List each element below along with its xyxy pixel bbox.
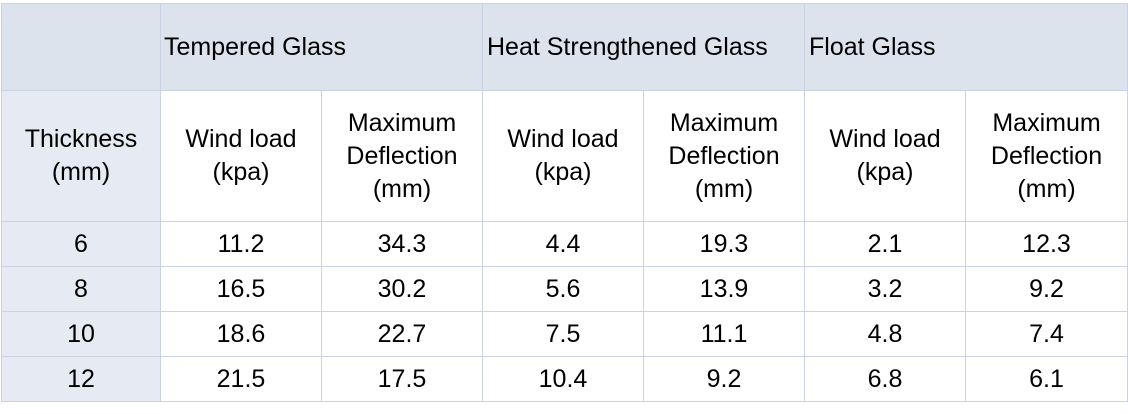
column-header-wind-load: Wind load (kpa) bbox=[482, 90, 644, 222]
header-line: Deflection bbox=[668, 141, 780, 170]
header-line: Wind load bbox=[507, 125, 619, 153]
column-header-max-deflection: Maximum Deflection (mm) bbox=[642, 90, 806, 222]
row-thickness: 12 bbox=[1, 356, 161, 402]
column-header-max-deflection: Maximum Deflection (mm) bbox=[965, 90, 1128, 222]
table-cell: 18.6 bbox=[160, 311, 322, 357]
header-line: Deflection bbox=[990, 141, 1103, 170]
header-line: (mm) bbox=[372, 174, 432, 203]
row-thickness: 8 bbox=[1, 266, 161, 312]
header-line: Maximum bbox=[992, 108, 1101, 137]
column-header-row: Thickness (mm) Wind load (kpa) Maximum D… bbox=[1, 90, 1128, 222]
table-row: 12 21.5 17.5 10.4 9.2 6.8 6.1 bbox=[1, 356, 1128, 402]
table-cell: 7.4 bbox=[965, 311, 1128, 357]
table-cell: 6.8 bbox=[804, 356, 967, 402]
table-cell: 6.1 bbox=[965, 356, 1128, 402]
glass-wind-load-table: Tempered Glass Heat Strengthened Glass F… bbox=[1, 3, 1128, 402]
header-line: Wind load bbox=[829, 125, 941, 153]
header-line: Wind load bbox=[185, 125, 297, 153]
table-cell: 13.9 bbox=[642, 266, 806, 312]
column-header-wind-load: Wind load (kpa) bbox=[160, 90, 322, 222]
row-thickness: 6 bbox=[1, 221, 161, 267]
corner-cell bbox=[1, 3, 161, 91]
table-cell: 19.3 bbox=[642, 221, 806, 267]
table-cell: 16.5 bbox=[160, 266, 322, 312]
header-line: (mm) bbox=[51, 158, 111, 186]
table-cell: 30.2 bbox=[321, 266, 483, 312]
table-cell: 4.8 bbox=[804, 311, 967, 357]
group-header-tempered: Tempered Glass bbox=[160, 3, 483, 91]
header-line: (kpa) bbox=[856, 158, 914, 186]
header-line: (mm) bbox=[694, 174, 754, 203]
header-line: Maximum bbox=[347, 108, 457, 137]
table-row: 10 18.6 22.7 7.5 11.1 4.8 7.4 bbox=[1, 311, 1128, 357]
header-line: Deflection bbox=[346, 141, 458, 170]
table-cell: 2.1 bbox=[804, 221, 967, 267]
table-cell: 34.3 bbox=[321, 221, 483, 267]
table-cell: 11.2 bbox=[160, 221, 322, 267]
header-line: Maximum bbox=[669, 108, 779, 137]
table-cell: 17.5 bbox=[321, 356, 483, 402]
table-cell: 9.2 bbox=[642, 356, 806, 402]
table-cell: 4.4 bbox=[482, 221, 644, 267]
row-thickness: 10 bbox=[1, 311, 161, 357]
group-header-heat-strengthened: Heat Strengthened Glass bbox=[481, 3, 806, 91]
table-cell: 5.6 bbox=[482, 266, 644, 312]
table-cell: 9.2 bbox=[965, 266, 1128, 312]
table-cell: 22.7 bbox=[321, 311, 483, 357]
table-row: 8 16.5 30.2 5.6 13.9 3.2 9.2 bbox=[1, 266, 1128, 312]
table-cell: 3.2 bbox=[804, 266, 967, 312]
header-line: (kpa) bbox=[534, 158, 592, 186]
table-row: 6 11.2 34.3 4.4 19.3 2.1 12.3 bbox=[1, 221, 1128, 267]
column-header-thickness: Thickness (mm) bbox=[1, 90, 161, 222]
column-header-wind-load: Wind load (kpa) bbox=[804, 90, 967, 222]
header-line: (kpa) bbox=[212, 158, 270, 186]
table-cell: 10.4 bbox=[482, 356, 644, 402]
table-cell: 21.5 bbox=[160, 356, 322, 402]
header-line: Thickness bbox=[24, 125, 138, 153]
group-header-row: Tempered Glass Heat Strengthened Glass F… bbox=[1, 3, 1128, 91]
column-header-max-deflection: Maximum Deflection (mm) bbox=[321, 90, 483, 222]
table-cell: 11.1 bbox=[642, 311, 806, 357]
group-header-float: Float Glass bbox=[804, 3, 1128, 91]
table-cell: 7.5 bbox=[482, 311, 644, 357]
table-cell: 12.3 bbox=[965, 221, 1128, 267]
header-line: (mm) bbox=[1017, 174, 1076, 203]
